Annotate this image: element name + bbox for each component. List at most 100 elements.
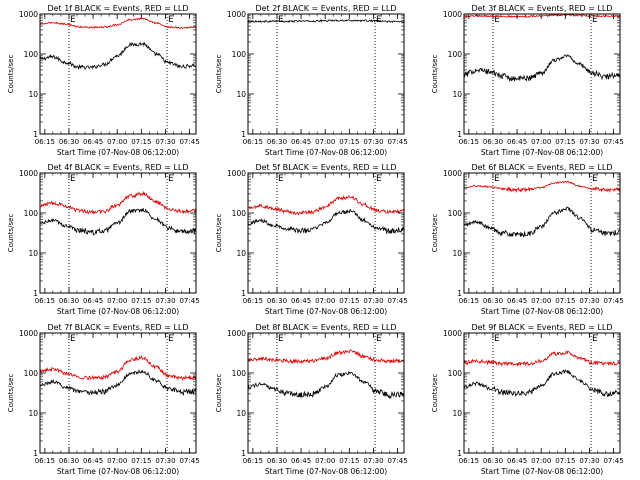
events-series-line [248,371,404,400]
y-axis-label: Counts/sec [7,55,15,94]
x-tick-label: 06:30 [267,138,287,146]
y-axis-label: Counts/sec [7,214,15,253]
x-tick-label: 07:15 [555,138,575,146]
y-tick-label: 100 [24,50,39,59]
x-tick-label: 07:00 [315,457,335,465]
chart-title: Det 5f BLACK = Events, RED = LLD [255,163,396,172]
plot-frame [463,13,621,135]
y-tick-label: 1 [33,130,38,139]
chart-title: Det 3f BLACK = Events, RED = LLD [471,4,612,13]
y-tick-label: 10 [236,90,246,99]
x-axis-label: Start Time (07-Nov-08 06:12:00) [481,467,603,476]
event-marker-label: E [592,174,598,184]
y-tick-label: 1 [241,289,246,298]
y-tick-label: 100 [24,209,39,218]
x-tick-label: 06:30 [483,138,503,146]
chart-title: Det 2f BLACK = Events, RED = LLD [255,4,396,13]
x-tick-label: 06:45 [291,297,311,305]
y-tick-label: 1000 [443,169,462,178]
x-tick-label: 06:30 [267,297,287,305]
y-tick-label: 1 [33,289,38,298]
y-tick-label: 100 [448,50,463,59]
y-tick-label: 100 [232,369,247,378]
y-tick-label: 10 [236,409,246,418]
event-marker-label: E [494,334,500,344]
events-series-line [464,368,620,397]
x-axis-label: Start Time (07-Nov-08 06:12:00) [57,148,179,157]
y-tick-label: 1 [33,449,38,458]
y-axis-label: Counts/sec [431,55,439,94]
x-tick-label: 07:45 [387,138,407,146]
x-tick-label: 06:30 [59,297,79,305]
x-tick-label: 06:45 [291,457,311,465]
x-tick-label: 07:00 [531,297,551,305]
x-tick-label: 06:30 [483,457,503,465]
x-tick-label: 07:15 [339,138,359,146]
x-tick-label: 06:15 [243,297,263,305]
y-tick-label: 1000 [443,10,462,19]
event-marker-label: E [70,15,76,25]
detector-panel-2: Det 2f BLACK = Events, RED = LLD Counts/s… [215,4,408,157]
chart-title: Det 8f BLACK = Events, RED = LLD [255,323,396,332]
chart-title: Det 4f BLACK = Events, RED = LLD [47,163,188,172]
y-tick-label: 100 [232,50,247,59]
y-tick-label: 1000 [19,329,38,338]
y-tick-label: 100 [448,209,463,218]
y-tick-label: 10 [28,249,38,258]
detector-panel-1: Det 1f BLACK = Events, RED = LLD Counts/s… [7,4,200,157]
chart-title: Det 9f BLACK = Events, RED = LLD [471,323,612,332]
events-series-line [248,19,404,23]
y-axis-label: Counts/sec [431,374,439,413]
x-tick-label: 06:45 [507,457,527,465]
x-tick-label: 07:45 [387,297,407,305]
x-tick-label: 06:15 [459,297,479,305]
x-tick-label: 07:15 [339,457,359,465]
y-tick-label: 10 [236,249,246,258]
x-tick-label: 07:45 [603,138,623,146]
detector-panel-5: Det 5f BLACK = Events, RED = LLD Counts/s… [215,163,408,316]
x-tick-label: 07:15 [555,457,575,465]
x-tick-label: 06:15 [35,138,55,146]
plot-frame [463,332,621,454]
events-series-line [40,41,196,71]
events-series-line [40,208,196,236]
x-tick-label: 06:30 [59,457,79,465]
x-tick-label: 07:45 [179,138,199,146]
lld-series-line [248,194,404,216]
detector-panel-7: Det 7f BLACK = Events, RED = LLD Counts/s… [7,323,200,476]
plot-frame [39,172,197,294]
y-axis-label: Counts/sec [431,214,439,253]
lld-series-line [248,348,404,365]
y-tick-label: 1 [241,130,246,139]
x-tick-label: 07:00 [107,457,127,465]
y-axis-label: Counts/sec [7,374,15,413]
event-marker-label: E [592,334,598,344]
y-tick-label: 1 [457,289,462,298]
y-axis-label: Counts/sec [215,55,223,94]
x-tick-label: 07:15 [555,297,575,305]
plot-frame [247,332,405,454]
y-tick-label: 10 [28,90,38,99]
event-marker-label: E [278,174,284,184]
y-tick-label: 100 [448,369,463,378]
events-series-line [248,209,404,235]
x-tick-label: 07:00 [531,138,551,146]
plot-frame [463,172,621,294]
plot-frame [39,13,197,135]
x-axis-label: Start Time (07-Nov-08 06:12:00) [265,307,387,316]
x-tick-label: 07:30 [363,297,383,305]
x-tick-label: 06:45 [507,138,527,146]
x-tick-label: 07:00 [531,457,551,465]
x-tick-label: 07:15 [131,297,151,305]
x-tick-label: 07:30 [579,297,599,305]
detector-panel-3: Det 3f BLACK = Events, RED = LLD Counts/s… [431,4,624,157]
x-tick-label: 06:45 [83,457,103,465]
x-tick-label: 07:00 [315,138,335,146]
event-marker-label: E [70,174,76,184]
event-marker-label: E [494,174,500,184]
x-axis-label: Start Time (07-Nov-08 06:12:00) [481,148,603,157]
plot-frame [39,332,197,454]
x-tick-label: 07:15 [339,297,359,305]
x-tick-label: 07:15 [131,138,151,146]
